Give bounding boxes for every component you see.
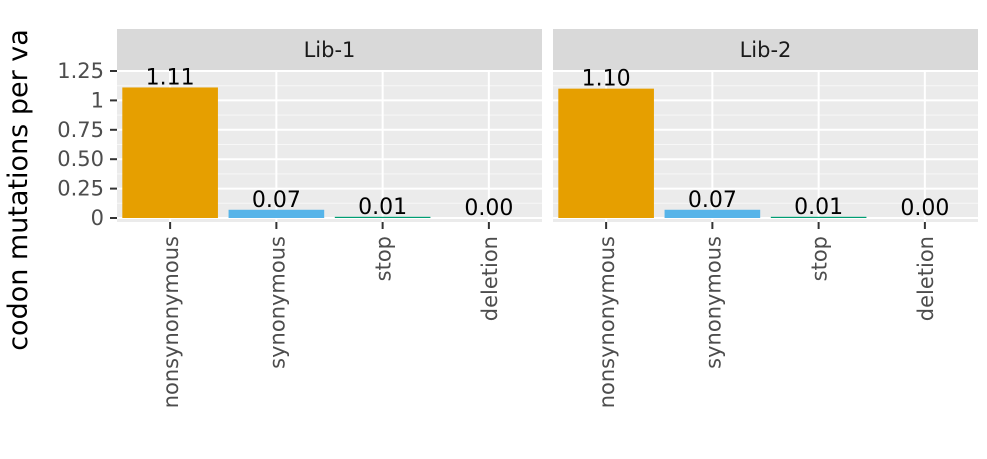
x-tick-label: deletion [914, 236, 938, 321]
y-axis: 0 0.25 0.50 0.75 1 1.25 [57, 59, 117, 230]
bar-stop [334, 216, 431, 218]
panel-lib-1: Lib-1 1.11 nonsynonymous 0.07 synonymous 0.01… [117, 29, 542, 408]
y-tick-label: 1 [91, 88, 104, 112]
y-tick-label: 0 [91, 206, 104, 230]
bar-value-label: 0.07 [688, 188, 737, 213]
x-tick-label: synonymous [265, 236, 289, 369]
bar-value-label: 0.00 [464, 196, 513, 221]
x-tick-label: nonsynonymous [595, 236, 619, 408]
y-tick-label: 0.75 [57, 118, 104, 142]
x-tick-label: stop [808, 236, 832, 281]
bar-value-label: 1.11 [146, 65, 195, 90]
bar-value-label: 0.01 [794, 195, 843, 220]
y-tick-label: 0.25 [57, 177, 104, 201]
panel-lib-2: Lib-2 1.10 nonsynonymous 0.07 synonymous 0.01… [553, 29, 978, 408]
bar-value-label: 1.10 [582, 67, 631, 92]
facet-strip [117, 29, 542, 70]
bar-nonsynonymous [558, 88, 654, 218]
facet-strip-label: Lib-1 [304, 38, 356, 62]
bar-synonymous [228, 209, 325, 218]
bar-stop [770, 216, 867, 218]
y-tick-label: 0.50 [57, 147, 104, 171]
bar-value-label: 0.01 [358, 195, 407, 220]
facet-strip-label: Lib-2 [740, 38, 792, 62]
x-tick-label: stop [372, 236, 396, 281]
x-tick-label: nonsynonymous [159, 236, 183, 408]
bar-value-label: 0.07 [252, 188, 301, 213]
x-tick-label: synonymous [701, 236, 725, 369]
bar-value-label: 0.00 [900, 196, 949, 221]
facet-strip [553, 29, 978, 70]
panels-layer: Lib-1 1.11 nonsynonymous 0.07 synonymous 0.01… [117, 29, 978, 408]
y-axis-label: codon mutations per va [3, 29, 34, 351]
bar-synonymous [664, 209, 761, 218]
x-tick-label: deletion [478, 236, 502, 321]
bar-nonsynonymous [122, 87, 218, 219]
y-tick-label: 1.25 [57, 59, 104, 83]
